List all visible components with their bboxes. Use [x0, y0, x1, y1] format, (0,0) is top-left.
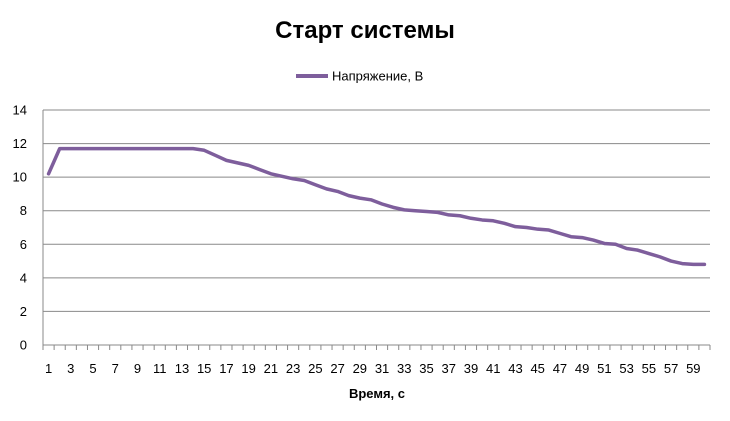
x-tick-label: 41 [486, 361, 500, 376]
x-axis-tick-labels: 1 3 5 7 9 11 13 15 17 19 21 23 25 27 29 31 33 35 37 39 41 43 4… [45, 361, 701, 376]
x-tick-label: 19 [241, 361, 255, 376]
y-axis-tick-labels: 0 2 4 6 8 10 12 14 [13, 103, 27, 353]
x-tick-label: 37 [442, 361, 456, 376]
legend: Напряжение, В [296, 69, 423, 84]
x-axis-label: Время, с [349, 386, 405, 401]
x-tick-label: 59 [686, 361, 700, 376]
x-tick-label: 1 [45, 361, 52, 376]
x-tick-label: 51 [597, 361, 611, 376]
y-tick-label: 4 [20, 270, 27, 285]
y-tick-label: 0 [20, 338, 27, 353]
x-tick-label: 15 [197, 361, 211, 376]
x-tick-label: 57 [664, 361, 678, 376]
x-tick-label: 9 [134, 361, 141, 376]
x-tick-label: 21 [264, 361, 278, 376]
x-tick-label: 29 [353, 361, 367, 376]
series-line [46, 146, 707, 267]
x-tick-label: 5 [89, 361, 96, 376]
x-tick-label: 53 [619, 361, 633, 376]
x-tick-label: 45 [530, 361, 544, 376]
x-tick-label: 55 [642, 361, 656, 376]
x-tick-label: 3 [67, 361, 74, 376]
y-tick-label: 14 [13, 103, 27, 118]
x-tick-label: 35 [419, 361, 433, 376]
x-tick-label: 31 [375, 361, 389, 376]
legend-label: Напряжение, В [332, 69, 423, 84]
x-tick-label: 49 [575, 361, 589, 376]
chart-title: Старт системы [275, 17, 455, 44]
x-tick-label: 13 [175, 361, 189, 376]
x-tick-label: 47 [553, 361, 567, 376]
gridlines [42, 109, 711, 350]
y-tick-label: 8 [20, 203, 27, 218]
series-group [46, 146, 707, 267]
x-tick-label: 43 [508, 361, 522, 376]
y-tick-label: 2 [20, 304, 27, 319]
x-tick-label: 23 [286, 361, 300, 376]
y-tick-label: 10 [13, 170, 27, 185]
y-tick-label: 6 [20, 237, 27, 252]
x-tick-label: 27 [330, 361, 344, 376]
x-tick-label: 33 [397, 361, 411, 376]
x-tick-label: 17 [219, 361, 233, 376]
y-tick-label: 12 [13, 136, 27, 151]
x-tick-label: 11 [153, 361, 167, 376]
x-tick-label: 25 [308, 361, 322, 376]
x-tick-label: 39 [464, 361, 478, 376]
x-tick-label: 7 [112, 361, 119, 376]
